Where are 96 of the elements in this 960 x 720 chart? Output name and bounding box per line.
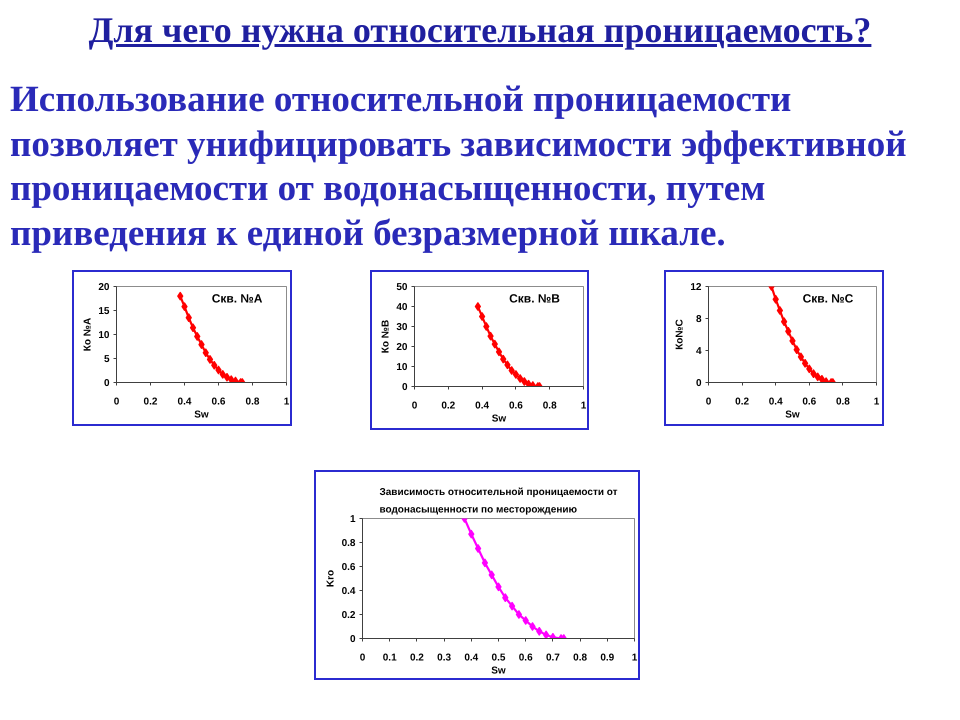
point — [228, 375, 234, 382]
annotation: Скв. №В — [509, 292, 560, 306]
point — [776, 306, 784, 315]
y-tick-label: 10 — [396, 362, 408, 373]
x-tick-label: 0.1 — [382, 652, 398, 664]
y-tick-label: 8 — [696, 314, 702, 325]
y-tick-label: 0.2 — [342, 610, 356, 621]
y-tick-label: 0 — [402, 382, 408, 393]
annotation: Скв. №С — [802, 291, 854, 306]
x-tick-label: 0.4 — [475, 400, 490, 412]
point — [198, 340, 205, 350]
y-tick-label: 0.4 — [342, 586, 356, 597]
x-tick-label: 0 — [114, 396, 120, 408]
x-axis-title: Sw — [492, 414, 506, 424]
point — [522, 616, 529, 625]
y-tick-label: 1 — [350, 514, 356, 525]
x-tick-label: 0.6 — [508, 400, 524, 412]
y-tick-label: 0 — [696, 378, 702, 389]
x-tick-label: 0.6 — [518, 652, 534, 664]
x-tick-label: 1 — [580, 400, 587, 412]
point — [504, 360, 511, 370]
point — [529, 622, 536, 631]
point — [224, 372, 230, 382]
x-tick-label: 0.8 — [542, 400, 558, 412]
x-tick-label: 1 — [632, 652, 638, 664]
text: Для чего нужна относительная проницаемость? — [88, 10, 872, 50]
y-tick-label: 4 — [696, 346, 702, 357]
point — [474, 302, 482, 311]
y-axis-title: Ко №В — [380, 320, 392, 354]
point — [798, 352, 804, 362]
x-tick-label: 0.8 — [573, 652, 588, 664]
point — [780, 317, 788, 326]
x-axis-title: Sw — [194, 410, 209, 420]
text: Использование относительной проницаемости позволяет унифицировать зависимости эффективной проницаемости от водонасыщенности, путем приведения к единой безразмерной шкале. — [10, 78, 908, 256]
y-tick-label: 10 — [98, 330, 110, 341]
point — [508, 366, 515, 375]
y-tick-label: 20 — [396, 342, 408, 353]
point — [521, 377, 528, 386]
y-tick-label: 50 — [396, 282, 408, 293]
x-axis-title: Sw — [491, 666, 506, 676]
x-tick-label: 0.4 — [178, 396, 192, 408]
x-tick-label: 0.6 — [802, 396, 817, 408]
point — [496, 347, 502, 356]
y-tick-label: 15 — [98, 306, 110, 317]
x-tick-label: 1 — [284, 396, 290, 408]
point — [181, 302, 188, 312]
y-tick-label: 5 — [104, 354, 110, 365]
point — [487, 332, 494, 341]
point — [483, 322, 490, 331]
point — [474, 544, 482, 553]
point — [206, 354, 214, 364]
x-tick-label: 0.5 — [492, 652, 506, 664]
point — [810, 369, 817, 378]
point — [215, 366, 222, 375]
x-tick-label: 0.8 — [836, 396, 850, 408]
y-axis-title: Ко №А — [82, 318, 94, 352]
point — [802, 358, 808, 368]
chart-title: Зависимость относительной проницаемости от водонасыщенности по месторождению — [379, 486, 618, 516]
y-tick-label: 40 — [396, 302, 408, 313]
annotation: Скв. №А — [212, 291, 263, 306]
x-tick-label: 0.2 — [441, 400, 456, 412]
point — [482, 558, 488, 568]
y-tick-label: 0.8 — [342, 538, 356, 549]
point — [789, 336, 796, 346]
x-tick-label: 0.3 — [437, 652, 452, 664]
point — [516, 374, 524, 383]
x-tick-label: 0.4 — [464, 652, 479, 664]
x-tick-label: 0.4 — [768, 396, 784, 408]
y-tick-label: 0 — [350, 634, 356, 645]
y-tick-label: 0.6 — [342, 562, 356, 573]
point — [508, 602, 516, 611]
x-tick-label: 0.2 — [144, 396, 158, 408]
point — [516, 610, 522, 619]
point — [818, 374, 826, 382]
x-tick-label: 0.7 — [546, 652, 560, 664]
x-axis-title: Sw — [785, 410, 800, 420]
x-tick-label: 0 — [706, 396, 712, 408]
y-tick-label: 20 — [98, 282, 110, 293]
point — [190, 323, 196, 332]
x-tick-label: 0 — [412, 400, 418, 412]
y-axis-title: Kro — [326, 570, 337, 588]
y-tick-label: 12 — [690, 282, 702, 293]
point — [495, 582, 502, 592]
point — [512, 370, 520, 379]
y-tick-label: 30 — [396, 322, 408, 333]
x-tick-label: 0 — [360, 652, 366, 664]
x-tick-label: 0.2 — [735, 396, 750, 408]
x-tick-label: 0.8 — [246, 396, 260, 408]
x-tick-label: 0.9 — [600, 652, 615, 664]
y-tick-label: 0 — [104, 378, 110, 389]
x-tick-label: 0.6 — [212, 396, 226, 408]
y-axis-title: Ко№С — [674, 319, 686, 350]
point — [478, 312, 486, 321]
point — [542, 630, 550, 638]
x-tick-label: 0.2 — [410, 652, 424, 664]
x-tick-label: 1 — [874, 396, 880, 408]
